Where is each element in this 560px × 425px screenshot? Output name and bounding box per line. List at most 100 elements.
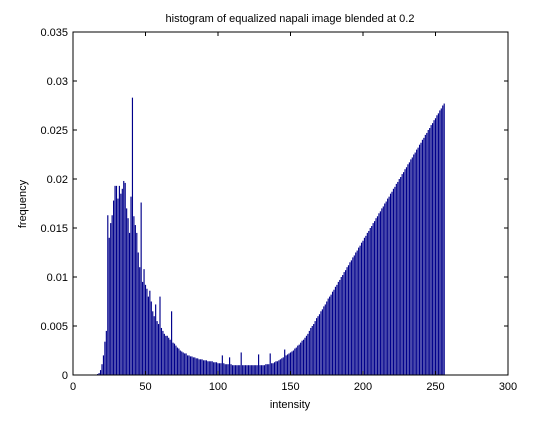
bar xyxy=(181,351,183,375)
bar xyxy=(140,202,142,375)
bar xyxy=(147,296,149,375)
chart-title: histogram of equalized napali image blen… xyxy=(166,13,415,25)
bar xyxy=(404,169,406,375)
bar xyxy=(139,267,141,375)
bar xyxy=(346,267,348,375)
bar xyxy=(214,362,216,375)
bar xyxy=(378,213,380,375)
bar xyxy=(424,134,426,375)
bar xyxy=(423,137,425,375)
bar xyxy=(368,230,370,375)
bar xyxy=(308,330,310,375)
bar xyxy=(285,355,287,375)
bar xyxy=(414,152,416,375)
bar xyxy=(227,364,229,375)
bar xyxy=(417,147,419,375)
bar xyxy=(249,365,251,375)
bar xyxy=(256,365,258,375)
bar xyxy=(288,353,290,375)
bar xyxy=(201,359,203,375)
bar xyxy=(114,185,116,375)
bar xyxy=(137,252,139,375)
bar xyxy=(217,363,219,375)
bar xyxy=(318,314,321,375)
bar xyxy=(337,281,339,375)
bar xyxy=(398,179,400,375)
bar xyxy=(275,361,277,375)
bar xyxy=(231,365,234,375)
bar xyxy=(279,359,281,375)
bar xyxy=(215,362,218,375)
bar xyxy=(320,311,322,375)
bar xyxy=(353,255,355,375)
bar xyxy=(384,203,386,375)
bar xyxy=(115,185,118,375)
bar xyxy=(136,232,138,375)
bar xyxy=(294,348,296,375)
y-axis-label: frequency xyxy=(17,179,29,228)
bar xyxy=(426,132,428,375)
bar xyxy=(410,159,412,375)
bar xyxy=(430,125,432,375)
bar xyxy=(117,198,119,375)
bar xyxy=(407,164,409,375)
bar xyxy=(366,232,368,375)
bar xyxy=(253,365,255,375)
bar xyxy=(397,181,399,375)
bar xyxy=(371,226,373,375)
x-tick-label: 50 xyxy=(139,381,151,393)
bar xyxy=(298,344,300,375)
bar xyxy=(144,284,147,375)
bar xyxy=(358,247,360,375)
bar xyxy=(240,352,242,375)
bar xyxy=(331,291,334,375)
bar xyxy=(185,353,187,375)
bar xyxy=(405,167,408,375)
bar xyxy=(349,262,351,375)
bar xyxy=(437,113,439,375)
bar xyxy=(374,221,376,375)
bar xyxy=(101,364,103,375)
bar xyxy=(234,365,236,375)
bar xyxy=(237,365,239,375)
bar xyxy=(305,335,308,375)
bar xyxy=(403,172,405,375)
bar xyxy=(416,149,418,375)
bar xyxy=(375,218,377,375)
bar xyxy=(143,269,145,375)
bar xyxy=(273,362,276,375)
bar xyxy=(411,157,413,375)
bar xyxy=(113,200,115,375)
bar xyxy=(282,357,284,375)
bar xyxy=(304,337,306,375)
bar xyxy=(142,281,144,375)
bar xyxy=(334,286,337,375)
bar xyxy=(121,188,123,375)
bar xyxy=(152,311,154,375)
bar xyxy=(242,365,244,375)
bar xyxy=(343,272,345,375)
bar xyxy=(360,242,363,375)
bar xyxy=(128,232,131,375)
bar xyxy=(321,309,323,375)
bar xyxy=(205,360,207,375)
bar xyxy=(401,174,403,375)
bar xyxy=(124,182,126,375)
bar xyxy=(123,180,125,375)
bar xyxy=(104,341,106,375)
bar xyxy=(385,201,387,375)
bar xyxy=(281,358,283,375)
bar xyxy=(110,223,112,375)
bar xyxy=(260,365,263,375)
bar xyxy=(408,162,410,375)
bar xyxy=(362,240,364,375)
bar xyxy=(98,373,100,375)
bar xyxy=(111,215,113,375)
bars-group xyxy=(97,97,445,376)
bar xyxy=(263,365,265,375)
bar xyxy=(272,363,274,375)
bar xyxy=(372,223,374,375)
bar xyxy=(329,296,331,375)
bar xyxy=(442,105,444,375)
